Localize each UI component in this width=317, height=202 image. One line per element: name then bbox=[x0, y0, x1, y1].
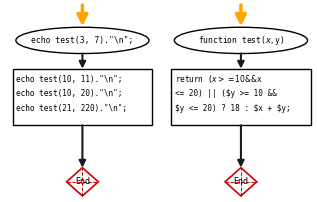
Bar bbox=[13, 69, 152, 125]
Text: End: End bbox=[233, 177, 249, 186]
Ellipse shape bbox=[174, 27, 307, 54]
Text: End: End bbox=[75, 177, 90, 186]
Text: echo test(3, 7)."\n";: echo test(3, 7)."\n"; bbox=[31, 36, 133, 45]
Polygon shape bbox=[67, 168, 98, 196]
Text: echo test(10, 20)."\n";: echo test(10, 20)."\n"; bbox=[16, 89, 123, 99]
Ellipse shape bbox=[16, 27, 149, 54]
Text: echo test(21, 220)."\n";: echo test(21, 220)."\n"; bbox=[16, 104, 127, 113]
Text: $y <= 20) ? 18 : $x + $y;: $y <= 20) ? 18 : $x + $y; bbox=[175, 104, 291, 113]
Text: <= 20) || ($y >= 10 &&: <= 20) || ($y >= 10 && bbox=[175, 89, 277, 99]
Text: echo test(10, 11)."\n";: echo test(10, 11)."\n"; bbox=[16, 75, 123, 84]
Polygon shape bbox=[225, 168, 257, 196]
Text: return ($x >= 10 && $x: return ($x >= 10 && $x bbox=[175, 73, 263, 85]
Text: function test($x, $y): function test($x, $y) bbox=[198, 34, 284, 47]
Bar bbox=[171, 69, 311, 125]
